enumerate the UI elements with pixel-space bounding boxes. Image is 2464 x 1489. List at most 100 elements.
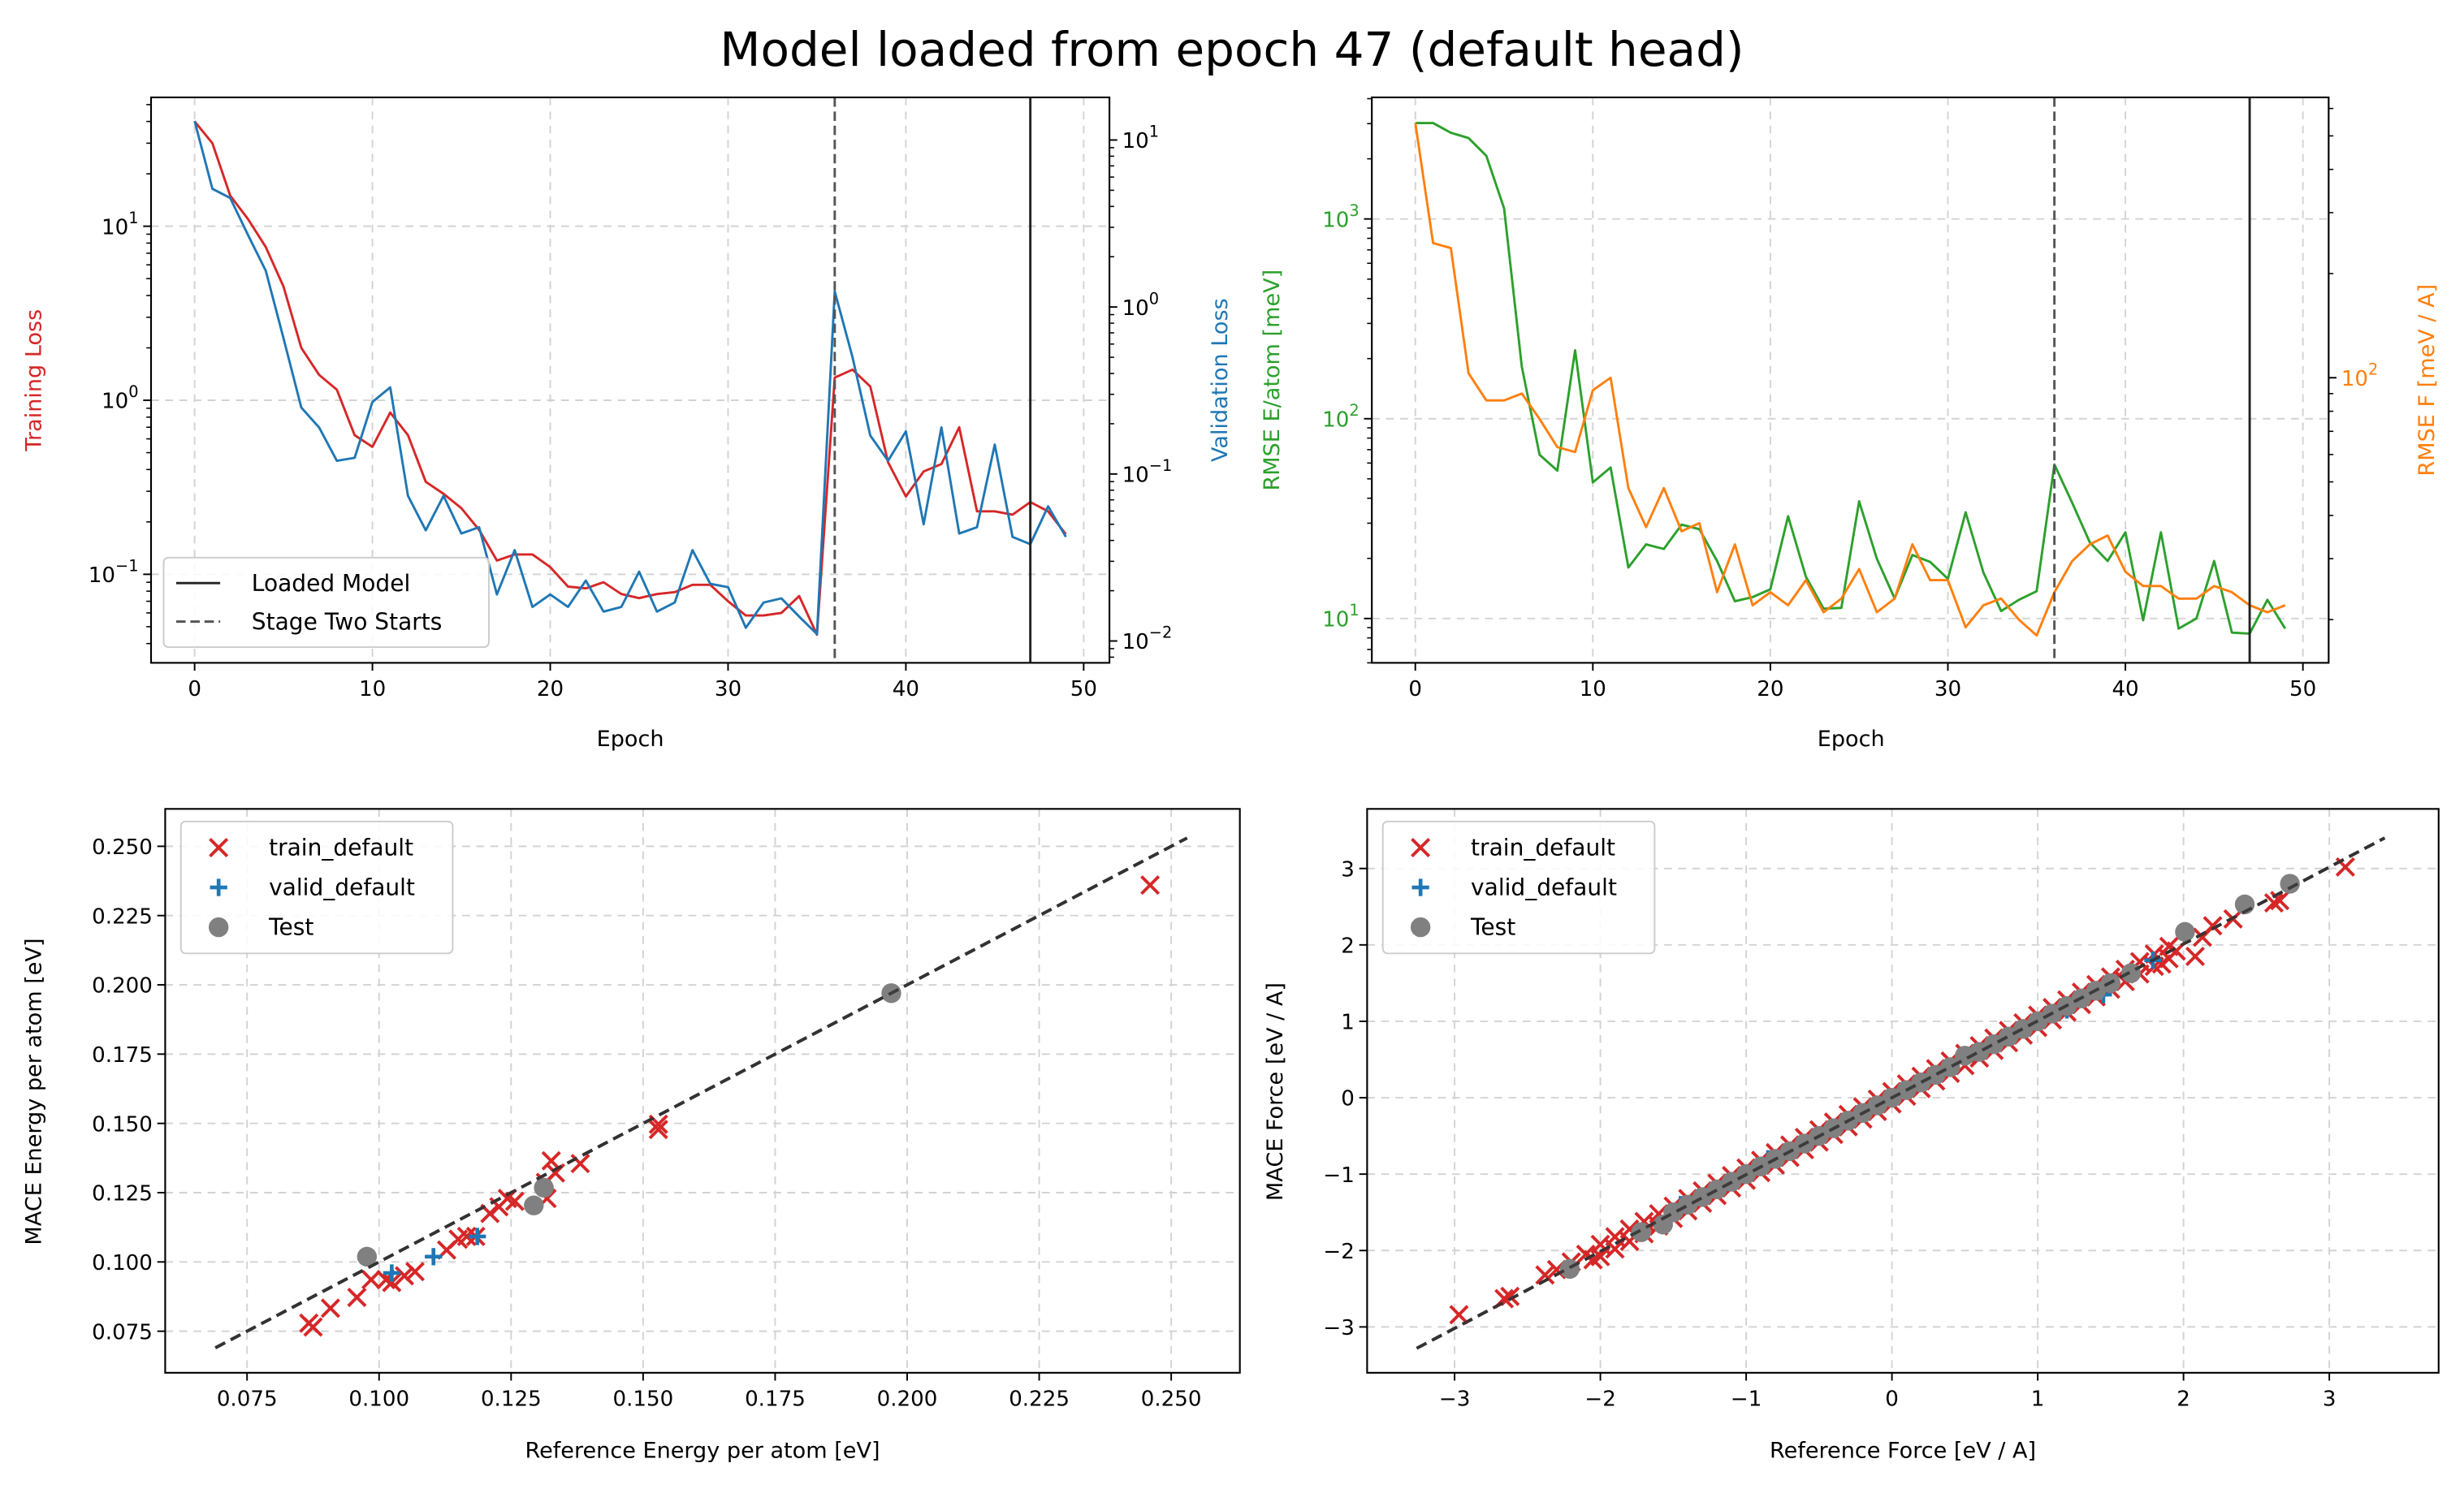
legend: train_default valid_default Test [1381, 820, 1656, 955]
plot-area [193, 97, 1067, 663]
legend-item: Loaded Model [175, 570, 410, 597]
y-tick-label: 0.225 [92, 904, 153, 929]
x-tick-label: −2 [1584, 1387, 1615, 1411]
x-tick-label: 20 [1757, 677, 1783, 701]
y-tick-label: 0 [1341, 1087, 1355, 1111]
x-tick-label: 0 [188, 677, 201, 701]
data-point-x [320, 1298, 340, 1319]
tick-exponent: 2 [2368, 360, 2378, 378]
tick-exponent: 1 [1349, 601, 1359, 619]
legend-label: Loaded Model [252, 570, 410, 597]
y-tick-label: 101 [102, 209, 139, 240]
x-axis-label: Reference Force [eV / A] [1770, 1438, 2036, 1463]
legend-label: valid_default [1471, 874, 1617, 901]
y-axis-label-right: RMSE F [meV / A] [2414, 284, 2440, 477]
data-point-x [1500, 1286, 1520, 1306]
tick-base: 10 [1122, 630, 1149, 654]
legend: train_default valid_default Test [179, 820, 454, 955]
grid [1372, 97, 2329, 663]
y-tick-label: 0.150 [92, 1112, 153, 1137]
legend-item: Test [1410, 914, 1515, 941]
grid [165, 809, 1240, 1373]
x-tick-label: 30 [1934, 677, 1961, 701]
x-tick-label: 0 [1408, 677, 1422, 701]
x-tick-label: 0.225 [1009, 1387, 1070, 1411]
x-tick-label: −3 [1439, 1387, 1470, 1411]
data-point-circle [357, 1246, 377, 1267]
y-tick-label: 1 [1341, 1011, 1355, 1035]
tick-base: 10 [1322, 408, 1349, 432]
y-tick-label: 100 [102, 382, 139, 414]
chart-panel-4: −3 −2 −1 0 1 2 3 −3 −2 −1 0 1 2 3 Reference Force [eV … [1263, 808, 2440, 1463]
y-tick-label: 0.125 [92, 1182, 153, 1206]
axes-frame [149, 96, 1111, 664]
data-point-circle [1984, 1034, 2004, 1055]
tick-base: 10 [89, 563, 115, 588]
tick-exponent: 1 [128, 209, 138, 227]
x-tick-label: 2 [2177, 1387, 2190, 1411]
tick-base: 10 [1122, 129, 1149, 153]
x-tick-label: 40 [893, 677, 919, 701]
data-point-circle [1999, 1026, 2019, 1047]
data-point-circle [1911, 1073, 1931, 1093]
legend-label: Stage Two Starts [252, 608, 443, 635]
tick-base: 10 [1122, 296, 1149, 321]
x-tick-label: 50 [1070, 677, 1097, 701]
data-point-x [2263, 893, 2284, 913]
data-point-x [648, 1120, 668, 1140]
legend-item: Test [208, 914, 313, 941]
series-line-rmse-f [1414, 123, 2286, 637]
data-point-x [361, 1270, 382, 1290]
y-tick-label: 0.100 [92, 1251, 153, 1275]
plot-area [214, 836, 1188, 1349]
data-point-x [394, 1266, 414, 1286]
x-tick-label: 50 [2289, 677, 2316, 701]
legend-item: train_default [209, 835, 413, 861]
tick-exponent: −2 [1149, 624, 1173, 642]
series-valid-default [383, 1228, 486, 1282]
y-tick-label: 0.200 [92, 974, 153, 999]
x-tick-label: 0.250 [1141, 1387, 1202, 1411]
tick-exponent: 0 [128, 382, 138, 401]
legend-item: valid_default [210, 874, 415, 901]
series-line-validation-loss [193, 120, 1067, 636]
data-point-x [2185, 946, 2205, 966]
y-axis-label-left: RMSE E/atom [meV] [1260, 270, 1285, 491]
data-point-x [303, 1317, 323, 1337]
x-axis-label: Epoch [597, 727, 664, 752]
y-tick-label: 0.250 [92, 835, 153, 860]
data-point-circle [1940, 1057, 1960, 1077]
axes-frame [1371, 96, 2330, 664]
legend-box [162, 556, 490, 649]
tick-base: 10 [102, 215, 128, 240]
tick-base: 10 [1122, 463, 1149, 487]
data-point-circle [1969, 1042, 1990, 1062]
data-point-circle [2175, 921, 2195, 943]
y-tick-label: 103 [1322, 201, 1360, 233]
x-tick-label: −1 [1731, 1387, 1762, 1411]
x-tick-label: 10 [1580, 677, 1606, 701]
legend-label: Test [268, 914, 313, 941]
data-point-plus [425, 1248, 443, 1266]
charts: 0 10 20 30 40 5010−110010110−210−1100101Epoch… [22, 96, 2440, 1463]
y-tick-label: 10−1 [89, 556, 139, 588]
data-point-x [456, 1226, 477, 1246]
x-axis-label: Epoch [1818, 727, 1885, 752]
data-point-circle [2280, 874, 2300, 894]
legend-label: valid_default [269, 874, 415, 901]
y-tick-label: −3 [1323, 1316, 1354, 1340]
axes-frame [164, 808, 1241, 1374]
legend-marker-icon-plus [1411, 878, 1429, 896]
plot-area [1416, 836, 2386, 1350]
data-point-circle [2120, 963, 2142, 983]
figure-title: Model loaded from epoch 47 (default head… [720, 22, 1744, 77]
x-tick-label: 10 [359, 677, 386, 701]
data-point-plus [469, 1228, 486, 1245]
legend-item: Stage Two Starts [175, 608, 443, 635]
legend-box [179, 820, 454, 955]
y-tick-label: 3 [1341, 857, 1355, 882]
legend-marker-icon-circle [208, 917, 229, 938]
data-point-circle [2012, 1019, 2034, 1039]
